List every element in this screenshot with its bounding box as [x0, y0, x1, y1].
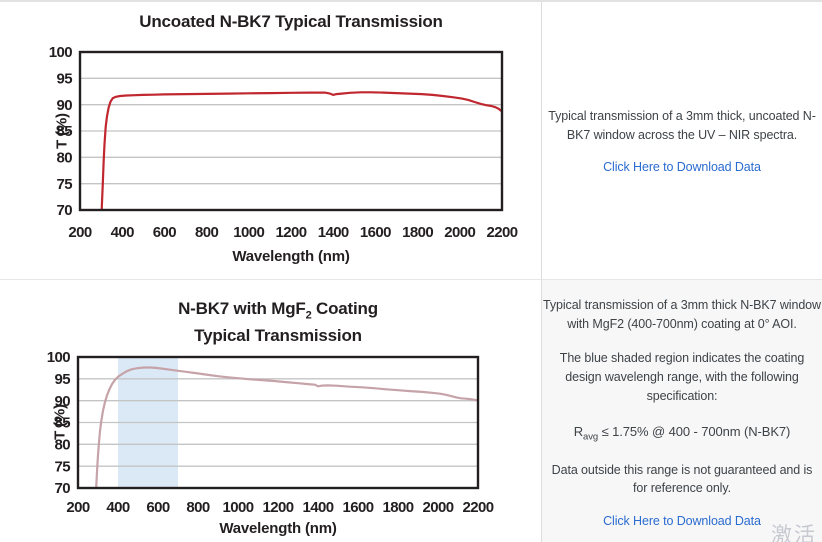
x-tick-label: 800 — [195, 224, 218, 241]
x-axis-label: Wavelength (nm) — [232, 248, 350, 265]
x-tick-label: 1600 — [360, 224, 391, 241]
y-tick-label: 85 — [57, 123, 73, 140]
download-data-link-uncoated[interactable]: Click Here to Download Data — [603, 160, 761, 175]
chart-title-coated: N-BK7 with MgF2 Coating Typical Transmis… — [38, 299, 518, 345]
chart-title-text: Coating — [311, 299, 378, 318]
x-tick-label: 600 — [146, 499, 169, 516]
y-axis-label: T (%) — [51, 404, 69, 440]
coated-description-text: Typical transmission of a 3mm thick N-BK… — [543, 297, 821, 331]
uncoated-nbk7-transmission-curve — [100, 91, 502, 210]
y-tick-label: 70 — [57, 202, 73, 219]
y-tick-label: 85 — [55, 415, 71, 432]
shaded-region-note: The blue shaded region indicates the coa… — [559, 351, 805, 403]
x-axis-label: Wavelength (nm) — [219, 520, 337, 537]
x-tick-label: 1600 — [343, 499, 374, 516]
y-tick-label: 90 — [55, 393, 71, 410]
y-tick-label: 75 — [55, 458, 71, 475]
x-tick-label: 1200 — [276, 224, 307, 241]
spec-subscript: avg — [583, 431, 599, 443]
y-tick-label: 80 — [57, 150, 73, 167]
download-data-link-coated[interactable]: Click Here to Download Data — [603, 514, 761, 529]
uncoated-description-text: Typical transmission of a 3mm thick, unc… — [548, 108, 816, 142]
chart-uncoated-nbk7: Uncoated N-BK7 Typical Transmission 70 75… — [0, 2, 541, 279]
x-tick-label: 2000 — [423, 499, 454, 516]
x-tick-label: 1000 — [233, 224, 264, 241]
x-tick-label: 400 — [106, 499, 129, 516]
x-tick-label: 1400 — [303, 499, 334, 516]
x-tick-label: 1800 — [402, 224, 433, 241]
reflectance-spec: Ravg ≤ 1.75% @ 400 - 700nm (N-BK7) — [543, 422, 821, 445]
chart-title-subscript: 2 — [305, 309, 312, 322]
x-tick-label: 2200 — [463, 499, 494, 516]
uncoated-description-panel: Typical transmission of a 3mm thick, unc… — [542, 2, 822, 279]
spec-value: ≤ 1.75% @ 400 - 700nm (N-BK7) — [598, 423, 791, 439]
x-tick-label: 1800 — [383, 499, 414, 516]
coated-transmission-plot: 70 75 80 85 90 95 100 200 400 600 800 1000 1200 1400 1… — [47, 349, 495, 516]
row-divider — [0, 279, 822, 280]
x-tick-label: 800 — [186, 499, 209, 516]
chart-title-line2: Typical Transmission — [194, 325, 362, 345]
x-tick-label: 200 — [68, 224, 91, 241]
y-tick-label: 95 — [57, 71, 73, 88]
coated-description-panel: Typical transmission of a 3mm thick N-BK… — [542, 280, 822, 542]
plot-border — [76, 355, 480, 490]
spec-symbol: R — [573, 423, 584, 439]
y-tick-label: 100 — [47, 349, 70, 366]
x-tick-label: 600 — [153, 224, 176, 241]
column-divider — [541, 2, 542, 542]
uncoated-transmission-plot: 70 75 80 85 90 95 100 200 400 600 800 1000 1200 1400 1… — [49, 44, 519, 241]
reference-only-note: Data outside this range is not guarantee… — [551, 462, 813, 496]
y-tick-label: 75 — [57, 176, 73, 193]
x-tick-label: 400 — [111, 224, 134, 241]
x-tick-label: 2000 — [444, 224, 475, 241]
x-tick-label: 2200 — [487, 224, 518, 241]
x-tick-label: 200 — [66, 499, 89, 516]
y-tick-label: 100 — [49, 44, 72, 61]
x-tick-label: 1200 — [263, 499, 294, 516]
chart-mgf2-coated-nbk7: N-BK7 with MgF2 Coating Typical Transmis… — [0, 280, 541, 542]
activation-watermark: 激活 — [771, 524, 817, 542]
y-tick-label: 95 — [55, 371, 71, 388]
y-tick-label: 80 — [55, 437, 71, 454]
chart-title-uncoated: Uncoated N-BK7 Typical Transmission — [40, 12, 542, 32]
chart-title-text: Uncoated N-BK7 Typical Transmission — [139, 12, 443, 31]
y-tick-label: 90 — [57, 97, 73, 114]
chart-title-text: N-BK7 with MgF — [178, 299, 306, 318]
x-tick-label: 1400 — [318, 224, 349, 241]
x-tick-label: 1000 — [223, 499, 254, 516]
mgf2-coated-nbk7-transmission-curve — [95, 366, 478, 488]
y-tick-label: 70 — [55, 480, 71, 497]
y-axis-label: T (%) — [53, 113, 71, 149]
plot-border — [78, 50, 504, 212]
